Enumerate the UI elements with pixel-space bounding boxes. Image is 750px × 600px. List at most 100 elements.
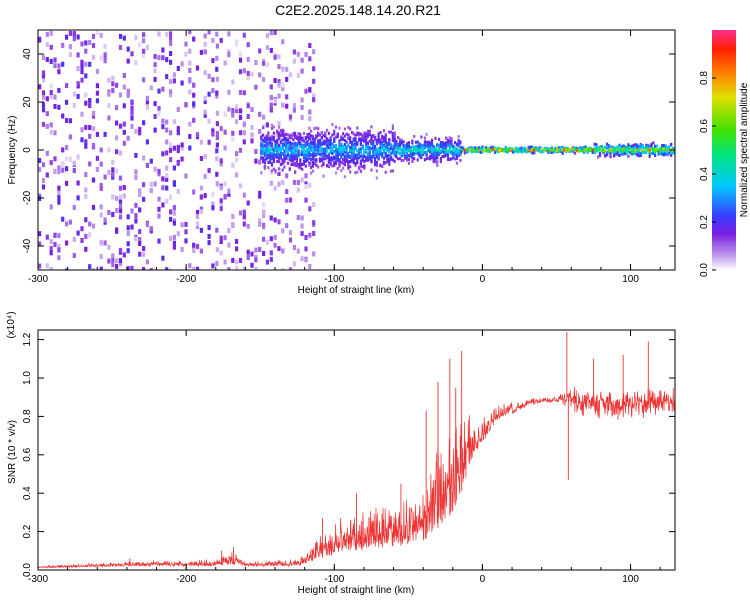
spectrogram-cell: [374, 144, 377, 148]
spectrogram-cell: [172, 145, 176, 151]
spectrogram-cell: [398, 147, 402, 150]
spectrogram-cell: [285, 149, 288, 153]
spectrogram-cell: [379, 146, 382, 150]
spectrogram-cell: [630, 149, 634, 153]
spectrogram-cell: [246, 42, 250, 48]
spectrogram-cell: [41, 90, 46, 96]
spectrogram-cell: [434, 152, 437, 156]
spectrogram-cell: [575, 148, 578, 152]
spectrogram-cell: [324, 157, 327, 161]
spectrogram-cell: [306, 140, 309, 143]
spectrogram-cell: [65, 240, 69, 246]
spectrogram-cell: [38, 37, 42, 43]
spectrogram-cell: [192, 247, 196, 253]
spectrogram-cell: [407, 154, 410, 158]
spectrogram-cell: [57, 233, 61, 239]
spectrogram-cell: [227, 188, 231, 194]
spectrogram-cell: [263, 144, 266, 148]
spectrogram-cell: [623, 144, 626, 148]
spectrogram-cell: [285, 197, 289, 203]
spectrogram-cell: [463, 148, 466, 152]
spectrogram-cell: [169, 79, 173, 85]
spectrogram-cell: [595, 148, 598, 152]
spectrogram-cell: [272, 167, 275, 171]
spectrogram-cell: [327, 141, 330, 145]
spectrogram-cell: [235, 246, 239, 252]
spectrogram-cell: [246, 249, 250, 255]
spectrogram-cell: [122, 84, 126, 90]
spectrogram-cell: [118, 150, 123, 156]
spectrogram-cell: [235, 39, 239, 45]
spectrogram-cell: [126, 266, 130, 270]
spectrogram-cell: [68, 118, 72, 124]
spectrogram-cell: [354, 133, 357, 137]
spectrogram-cell: [277, 54, 281, 60]
spectrogram-cell: [180, 247, 184, 252]
spectrogram-cell: [377, 151, 380, 155]
spectrogram-cell: [45, 57, 49, 62]
spectrogram-cell: [294, 154, 297, 158]
spectrogram-cell: [180, 145, 184, 151]
spectrogram-cell: [409, 146, 412, 150]
spectrogram-cell: [363, 164, 366, 168]
spectrogram-cell: [231, 130, 235, 136]
spectrogram-cell: [413, 148, 416, 152]
spectrogram-cell: [272, 160, 275, 164]
spectrogram-cell: [301, 144, 304, 148]
spectrogram-cell: [272, 135, 275, 139]
spectrogram-cell: [211, 201, 215, 207]
spectrogram-cell: [549, 147, 552, 151]
spectrogram-cell: [365, 150, 368, 154]
spectrogram-cell: [184, 238, 188, 244]
spectrogram-cell: [254, 158, 258, 164]
spectrogram-cell: [361, 144, 364, 148]
spectrogram-cell: [285, 223, 289, 229]
spectrogram-cell: [308, 161, 311, 165]
spectrogram-cell: [372, 150, 375, 153]
spectrogram-cell: [134, 202, 138, 208]
spectrogram-cell: [188, 263, 192, 269]
spectrogram-cell: [443, 146, 446, 150]
spectrogram-cell: [638, 145, 641, 149]
spectrogram-cell: [188, 48, 192, 54]
spectrogram-cell: [130, 105, 134, 111]
spectrogram-cell: [134, 169, 138, 175]
spectrogram-cell: [134, 218, 138, 224]
spectrogram-cell: [657, 152, 660, 156]
spectrogram-cell: [368, 139, 371, 143]
spectrogram-cell: [312, 220, 316, 226]
spectrogram-cell: [670, 149, 673, 153]
spectrogram-cell: [427, 144, 430, 148]
spectrogram-cell: [582, 148, 586, 152]
spectrogram-cell: [354, 145, 357, 149]
spectrogram-cell: [455, 161, 458, 165]
spectrogram-cell: [436, 156, 439, 160]
spectrogram-cell: [272, 131, 275, 135]
spectrogram-cell: [57, 63, 61, 69]
spectrogram-cell: [554, 149, 557, 153]
spectrogram-cell: [296, 215, 300, 220]
spectrogram-cell: [227, 267, 231, 270]
spectrogram-cell: [118, 247, 123, 253]
spectrogram-cell: [326, 138, 329, 142]
spectrogram-cell: [630, 152, 634, 156]
spectrogram-cell: [292, 142, 295, 146]
spectrogram-cell: [570, 147, 573, 151]
spectrogram-cell: [345, 132, 348, 136]
spectrogram-cell: [416, 140, 419, 144]
spectrogram-cell: [331, 133, 334, 137]
spectrogram-cell: [157, 168, 161, 174]
y-tick-label: -20: [22, 190, 33, 205]
spectrogram-cell: [446, 149, 450, 153]
spectrogram-cell: [411, 159, 414, 163]
spectrogram-cell: [292, 162, 295, 166]
spectrogram-cell: [308, 182, 312, 188]
spectrogram-cell: [265, 148, 268, 152]
spectrogram-cell: [269, 256, 273, 262]
spectrogram-cell: [308, 155, 311, 158]
spectrogram-cell: [262, 210, 266, 215]
spectrogram-cell: [620, 150, 623, 154]
spectrogram-cell: [320, 152, 323, 156]
spectrogram-cell: [407, 147, 410, 151]
spectrogram-cell: [454, 149, 457, 153]
